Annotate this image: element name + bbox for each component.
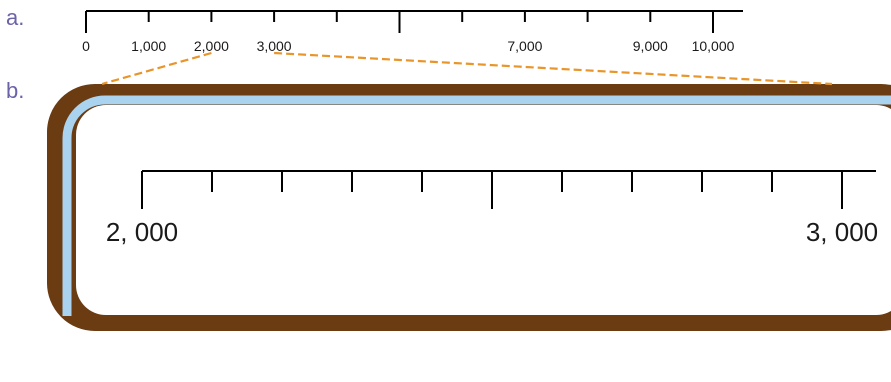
line-a-tick-label: 1,000 [131, 38, 166, 54]
line-b-tick-label: 3, 000 [806, 217, 878, 247]
zoom-connectors [101, 51, 833, 86]
number-line-a: 0 1,000 2,000 3,000 7,000 9,000 10,000 [82, 10, 743, 54]
number-line-b: 2, 000 3, 000 [106, 170, 878, 247]
line-b-tick-label: 2, 000 [106, 217, 178, 247]
zoom-connector-left [101, 51, 212, 86]
zoom-frame-panel [76, 105, 891, 315]
line-a-tick-label: 3,000 [257, 38, 292, 54]
zoom-frame [47, 84, 891, 331]
zoom-frame-inner-band [62, 95, 891, 316]
line-a-tick-label: 7,000 [507, 38, 542, 54]
part-b-label: b. [6, 78, 24, 103]
line-a-tick-label: 9,000 [633, 38, 668, 54]
line-a-tick-label: 0 [82, 38, 90, 54]
zoom-connector-right [274, 51, 833, 86]
line-a-tick-label: 2,000 [194, 38, 229, 54]
part-a-label: a. [6, 5, 24, 30]
line-a-tick-label: 10,000 [692, 38, 735, 54]
